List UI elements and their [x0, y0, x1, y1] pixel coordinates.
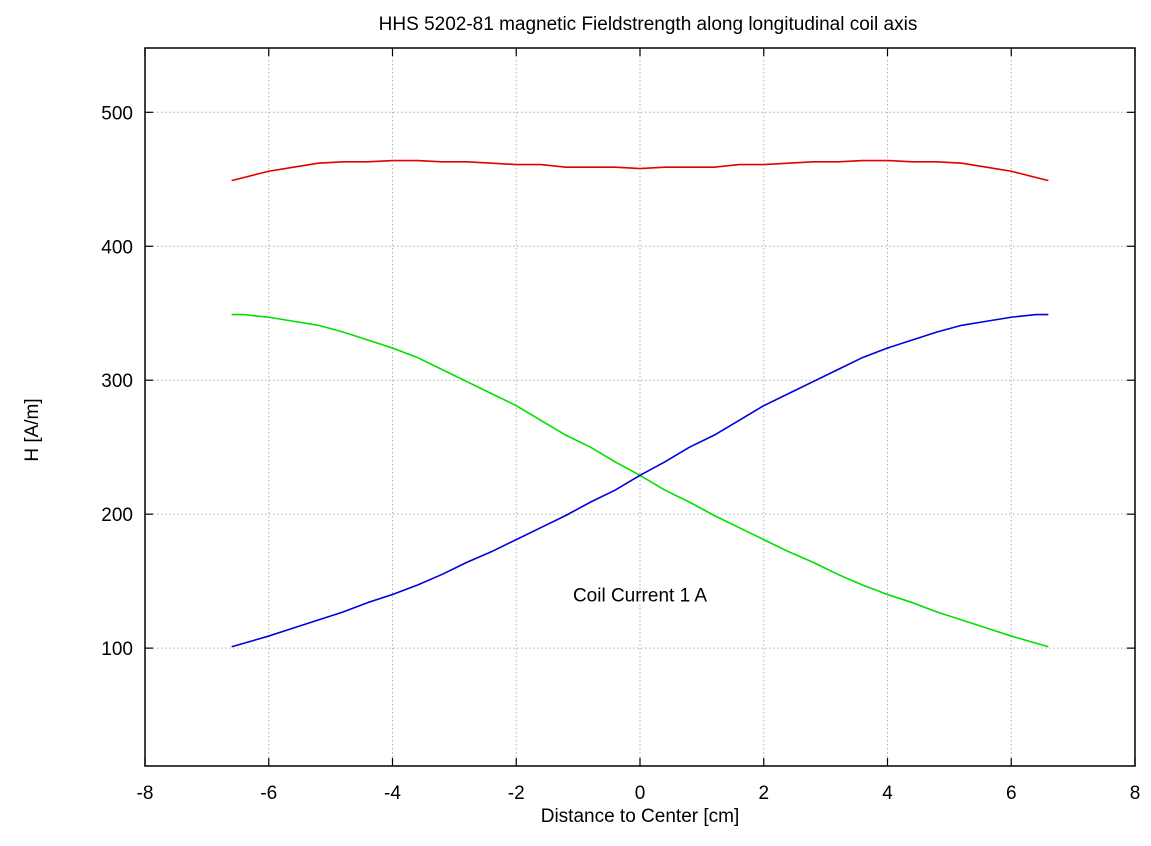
y-tick-label: 100 [101, 639, 133, 660]
x-tick-label: 6 [1006, 783, 1017, 804]
x-tick-label: 2 [758, 783, 769, 804]
x-tick-label: 0 [635, 783, 646, 804]
x-axis-label: Distance to Center [cm] [541, 806, 740, 827]
x-tick-label: -4 [384, 783, 401, 804]
grid [145, 48, 1135, 766]
y-tick-label: 300 [101, 371, 133, 392]
x-tick-label: 8 [1130, 783, 1141, 804]
y-tick-label: 400 [101, 237, 133, 258]
series-line-3 [231, 313, 1049, 648]
y-tick-label: 500 [101, 103, 133, 124]
x-tick-label: -6 [260, 783, 277, 804]
x-tick-labels: -8 -6 -4 -2 0 2 4 6 8 [137, 783, 1141, 804]
y-tick-label: 200 [101, 505, 133, 526]
series-line-2 [231, 313, 1049, 648]
series-group [231, 159, 1049, 648]
x-tick-label: -2 [508, 783, 525, 804]
plot-frame [144, 47, 1136, 767]
series-line-1 [231, 159, 1049, 182]
annotation-coil-current: Coil Current 1 A [573, 586, 707, 607]
chart-title: HHS 5202-81 magnetic Fieldstrength along… [379, 14, 918, 35]
x-tick-label: 4 [882, 783, 893, 804]
y-axis-label: H [A/m] [22, 398, 43, 461]
y-tick-labels: 100 200 300 400 500 [101, 103, 133, 660]
axis-ticks [144, 48, 1136, 766]
x-tick-label: -8 [137, 783, 154, 804]
